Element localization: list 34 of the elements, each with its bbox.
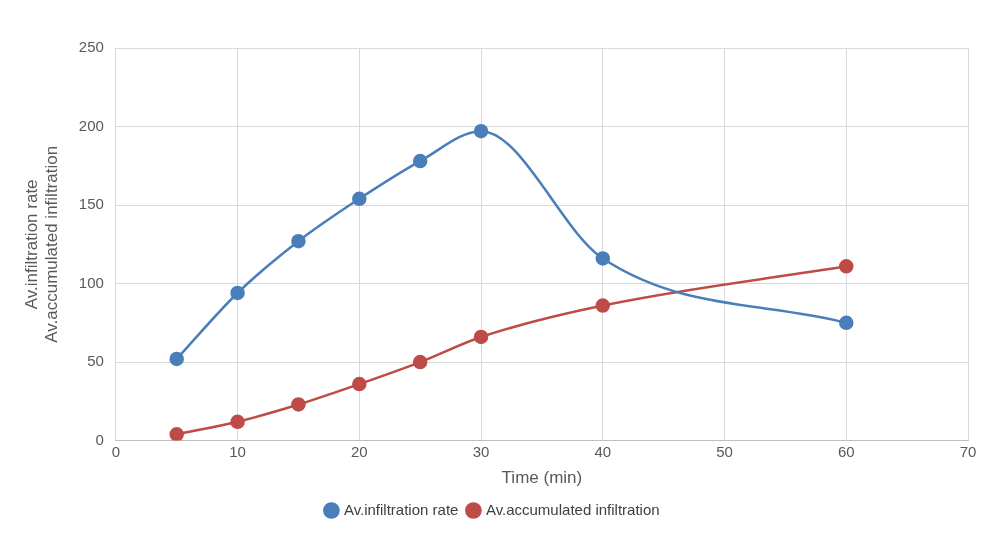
point bbox=[412, 153, 428, 169]
legend-label: Av.infiltration rate bbox=[343, 500, 459, 518]
point bbox=[291, 233, 306, 249]
point bbox=[169, 351, 184, 367]
point bbox=[839, 259, 854, 274]
x-tick-label: 50 bbox=[716, 442, 733, 460]
x-tick-label: 0 bbox=[111, 442, 120, 460]
x-axis-title: Time (min) bbox=[501, 468, 583, 488]
point bbox=[412, 354, 428, 370]
point bbox=[169, 427, 184, 441]
point bbox=[230, 414, 245, 430]
x-tick-label: 60 bbox=[837, 442, 855, 460]
y-tick-label: 50 bbox=[87, 352, 104, 370]
point bbox=[839, 315, 854, 331]
point bbox=[230, 285, 245, 301]
point bbox=[595, 298, 611, 313]
x-tick-label: 10 bbox=[229, 442, 246, 460]
x-tick-label: 30 bbox=[472, 442, 490, 460]
y-axis-title: Av.infiltration rate Av.accumulated infiltration bbox=[21, 145, 62, 343]
y-tick-label: 0 bbox=[95, 430, 104, 448]
x-tick-label: 70 bbox=[959, 442, 977, 460]
point bbox=[352, 376, 367, 392]
y-tick-label: 200 bbox=[78, 116, 104, 134]
y-tick-label: 100 bbox=[78, 273, 104, 291]
point bbox=[473, 123, 489, 139]
point bbox=[291, 397, 306, 412]
y-tick-label: 150 bbox=[78, 195, 104, 213]
point bbox=[473, 329, 489, 345]
legend-label: Av.accumulated infiltration bbox=[485, 500, 660, 518]
point bbox=[595, 251, 611, 266]
x-tick-label: 20 bbox=[350, 442, 368, 460]
point bbox=[352, 191, 367, 207]
y-tick-label: 250 bbox=[78, 38, 104, 56]
x-tick-label: 40 bbox=[594, 442, 612, 460]
